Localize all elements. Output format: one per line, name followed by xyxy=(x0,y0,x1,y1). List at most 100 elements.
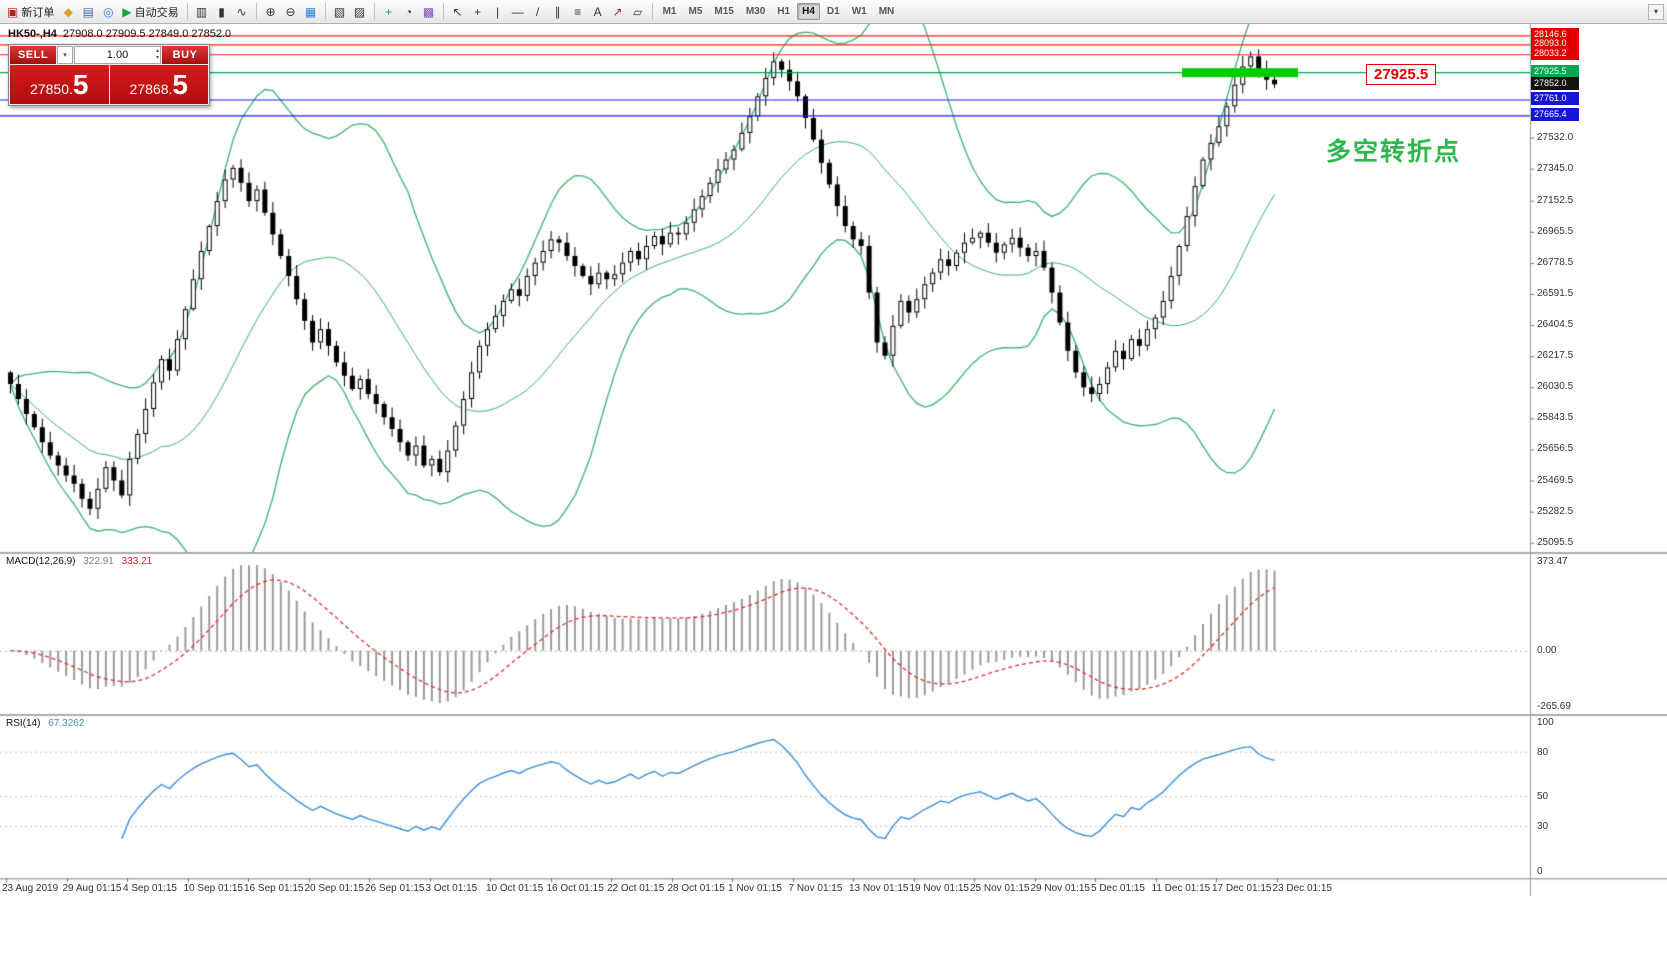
volume-input[interactable]: 1.00 ▴ ▾ xyxy=(74,46,161,64)
price-tag: 27761.0 xyxy=(1531,92,1579,106)
rsi-axis-label: 30 xyxy=(1537,820,1549,832)
sell-button[interactable]: SELL xyxy=(10,46,56,64)
toolbar-overflow-button[interactable]: ▾ xyxy=(1648,3,1664,20)
buy-button[interactable]: BUY xyxy=(162,46,208,64)
time-axis[interactable]: 23 Aug 2019 29 Aug 01:15 4 Sep 01:15 10 Sep… xyxy=(0,880,1530,898)
timeframe-m5-button[interactable]: M5 xyxy=(688,6,703,17)
timeframe-m1-button[interactable]: M1 xyxy=(662,6,677,17)
time-tick-label: 23 Aug 2019 xyxy=(2,883,59,894)
print-icon[interactable]: ▤ xyxy=(78,2,98,22)
periods-icon[interactable]: ◔ xyxy=(399,2,419,22)
symbols-icon[interactable]: ◆ xyxy=(58,2,78,22)
info-icon[interactable]: ◎ xyxy=(98,2,118,22)
price-tick-label: 25469.5 xyxy=(1537,474,1574,486)
buy-price-big: 5 xyxy=(172,68,188,100)
macd-signal-value: 333.21 xyxy=(121,556,153,567)
toolbar-separator xyxy=(373,3,375,20)
line-chart-icon[interactable]: ∿ xyxy=(232,2,252,22)
time-tick-label: 10 Sep 01:15 xyxy=(183,883,244,894)
volume-down-icon[interactable]: ▾ xyxy=(155,54,159,61)
timeframe-d1-button[interactable]: D1 xyxy=(826,6,840,17)
symbols-icon: ◆ xyxy=(63,4,73,19)
toolbar-separator xyxy=(255,3,257,20)
zoom-out-icon[interactable]: ⊖ xyxy=(281,2,301,22)
crosshair-icon: + xyxy=(474,4,482,19)
fibonacci-icon[interactable]: ≡ xyxy=(568,2,588,22)
arrow-tools-icon[interactable]: ↗ xyxy=(608,2,628,22)
new-chart-icon[interactable]: ▧ xyxy=(330,2,350,22)
new-chart-icon: ▧ xyxy=(333,4,346,19)
new-order-button: ▣ xyxy=(7,4,19,19)
trendline-icon[interactable]: / xyxy=(528,2,548,22)
rsi-axis-label: 80 xyxy=(1537,746,1549,758)
auto-trading-button-label: 自动交易 xyxy=(134,6,179,19)
indicators-add-icon[interactable]: + xyxy=(379,2,399,22)
tile-windows-icon[interactable]: ▦ xyxy=(301,2,321,22)
time-tick-label: 25 Nov 01:15 xyxy=(970,883,1030,894)
vertical-line-icon[interactable]: | xyxy=(488,2,508,22)
shapes-icon[interactable]: ▱ xyxy=(628,2,648,22)
price-tick-label: 26217.5 xyxy=(1537,350,1574,362)
time-tick-label: 16 Sep 01:15 xyxy=(244,883,304,894)
indicators-add-icon: + xyxy=(385,4,393,19)
zoom-in-icon[interactable]: ⊕ xyxy=(261,2,281,22)
volume-up-icon[interactable]: ▴ xyxy=(155,48,159,54)
toolbar-separator xyxy=(186,3,188,20)
price-level-callout: 27925.5 xyxy=(1366,64,1437,85)
volume-dropdown[interactable]: ▾ xyxy=(57,46,73,64)
time-tick-label: 26 Sep 01:15 xyxy=(365,883,425,894)
print-icon: ▤ xyxy=(82,4,95,19)
chart-window: HK50-,H4 27908.0 27909.5 27849.0 27852.0 … xyxy=(0,24,1667,953)
time-tick-label: 23 Dec 01:15 xyxy=(1272,883,1333,894)
candlestick-chart-icon[interactable]: ▮ xyxy=(212,2,232,22)
timeframe-mn-button[interactable]: MN xyxy=(878,6,895,17)
timeframe-w1-button[interactable]: W1 xyxy=(851,6,867,17)
time-tick-label: 29 Nov 01:15 xyxy=(1030,883,1091,894)
chart-canvas[interactable] xyxy=(0,24,1667,953)
templates-icon[interactable]: ▩ xyxy=(419,2,439,22)
price-tag: 27852.0 xyxy=(1531,77,1579,91)
macd-main-value: 322.91 xyxy=(83,556,114,567)
timeframe-m30-button[interactable]: M30 xyxy=(745,6,766,17)
timeframe-h4-button[interactable]: H4 xyxy=(797,3,820,20)
rsi-axis-label: 50 xyxy=(1537,791,1549,803)
time-tick-label: 22 Oct 01:15 xyxy=(607,883,665,894)
new-order-button[interactable]: ▣ 新订单 xyxy=(3,2,58,22)
price-tag: 27665.4 xyxy=(1531,108,1579,122)
info-icon: ◎ xyxy=(103,4,114,19)
cursor-icon: ↖ xyxy=(452,4,463,19)
arrow-tools-icon: ↗ xyxy=(612,4,623,19)
buy-price-button[interactable]: 27868. 5 xyxy=(109,65,208,104)
tile-windows-icon: ▦ xyxy=(304,4,317,19)
time-tick-label: 11 Dec 01:15 xyxy=(1151,883,1211,894)
time-tick-label: 16 Oct 01:15 xyxy=(546,883,604,894)
crosshair-icon[interactable]: + xyxy=(468,2,488,22)
horizontal-line-icon[interactable]: — xyxy=(508,2,528,22)
volume-value: 1.00 xyxy=(106,49,129,61)
auto-trading-button: ▶ xyxy=(122,4,132,19)
bar-chart-icon[interactable]: ▥ xyxy=(192,2,212,22)
macd-axis-label: -265.69 xyxy=(1537,701,1571,712)
one-click-trading-panel: SELL ▾ 1.00 ▴ ▾ BUY 27850. 5 27868. xyxy=(8,44,210,106)
buy-price-small: 27868. xyxy=(129,80,173,97)
sell-price-small: 27850. xyxy=(30,80,73,97)
auto-trading-button[interactable]: ▶ 自动交易 xyxy=(118,2,182,22)
channel-icon[interactable]: ∥ xyxy=(548,2,568,22)
candlestick-chart-icon: ▮ xyxy=(218,4,225,19)
sell-price-button[interactable]: 27850. 5 xyxy=(10,65,109,104)
rsi-name: RSI(14) xyxy=(6,718,41,729)
zoom-out-icon: ⊖ xyxy=(285,4,296,19)
toolbar-separator xyxy=(324,3,326,20)
timeframe-m15-button[interactable]: M15 xyxy=(714,6,734,17)
timeframe-h1-button[interactable]: H1 xyxy=(777,6,791,17)
price-axis[interactable]: 27532.0 27345.0 27152.5 26965.5 26778.5 26591… xyxy=(1530,24,1667,898)
macd-axis-label: 0.00 xyxy=(1537,644,1557,656)
profiles-icon[interactable]: ▨ xyxy=(350,2,370,22)
price-tick-label: 25843.5 xyxy=(1537,412,1574,424)
text-icon[interactable]: A xyxy=(588,2,608,22)
cursor-icon[interactable]: ↖ xyxy=(448,2,468,22)
templates-icon: ▩ xyxy=(422,4,435,19)
text-icon: A xyxy=(593,4,602,19)
rsi-axis-label: 100 xyxy=(1537,717,1554,728)
